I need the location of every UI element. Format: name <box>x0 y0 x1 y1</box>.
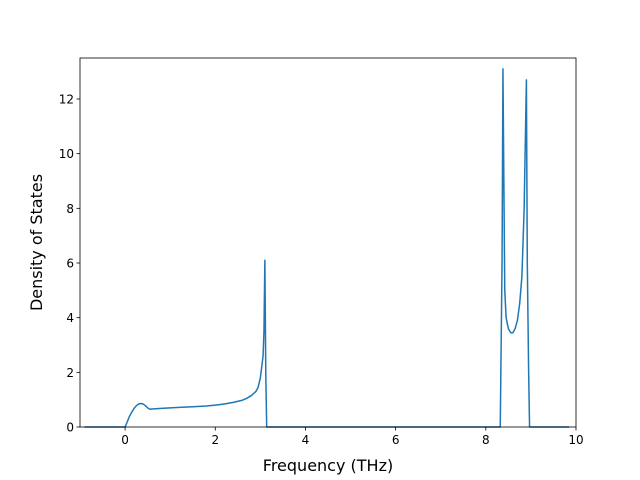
y-tick-label: 6 <box>66 257 74 271</box>
y-tick-label: 2 <box>66 366 74 380</box>
x-tick-label: 6 <box>392 433 400 447</box>
plot-frame <box>79 57 577 428</box>
y-tick-label: 0 <box>66 421 74 435</box>
series-layer <box>84 68 570 428</box>
dos-series-line-0 <box>84 68 570 428</box>
x-tick-label: 0 <box>121 433 129 447</box>
y-tick-label: 4 <box>66 311 74 325</box>
y-axis-label: Density of States <box>27 174 46 311</box>
y-axis-ticks: 0 2 4 6 8 10 12 <box>59 93 80 435</box>
y-tick-label: 12 <box>59 93 74 107</box>
x-axis-label: Frequency (THz) <box>263 456 393 475</box>
x-tick-label: 4 <box>302 433 310 447</box>
plot-area <box>80 58 576 427</box>
x-axis-ticks: 0 2 4 6 8 10 <box>121 427 584 447</box>
x-tick-label: 10 <box>568 433 583 447</box>
y-tick-label: 10 <box>59 147 74 161</box>
y-tick-label: 8 <box>66 202 74 216</box>
x-tick-label: 8 <box>482 433 490 447</box>
x-tick-label: 2 <box>211 433 219 447</box>
